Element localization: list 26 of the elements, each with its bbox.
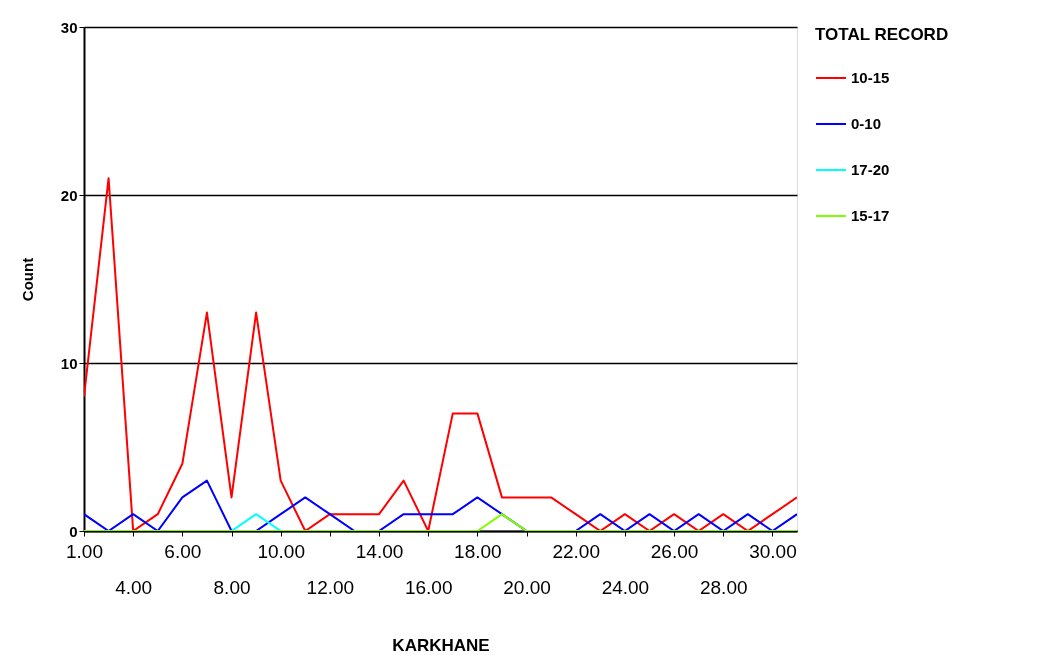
legend-label: 17-20 — [851, 161, 890, 178]
y-tick-label: 10 — [60, 354, 78, 372]
y-tick-label: 0 — [69, 522, 78, 540]
x-tick-label: 14.00 — [355, 540, 404, 562]
legend-title: TOTAL RECORD — [815, 25, 949, 44]
x-tick-label: 20.00 — [503, 576, 551, 598]
x-tick-label: 8.00 — [213, 576, 251, 598]
x-tick-label: 1.00 — [66, 540, 103, 562]
legend-label: 15-17 — [851, 207, 890, 224]
x-axis-title: KARKHANE — [392, 635, 490, 655]
legend-label: 10-15 — [851, 69, 890, 86]
legend-label: 0-10 — [851, 115, 882, 132]
y-tick-label: 30 — [60, 18, 78, 36]
x-tick-label: 26.00 — [650, 540, 699, 562]
x-tick-label: 6.00 — [164, 540, 202, 562]
x-tick-label: 24.00 — [601, 576, 650, 598]
x-tick-label: 18.00 — [454, 540, 502, 562]
x-tick-label: 30.00 — [749, 540, 797, 562]
x-tick-label: 12.00 — [306, 576, 355, 598]
x-tick-label: 16.00 — [404, 576, 453, 598]
x-tick-label: 22.00 — [552, 540, 600, 562]
x-tick-label: 28.00 — [699, 576, 748, 598]
x-tick-label: 4.00 — [115, 576, 153, 598]
x-tick-label: 10.00 — [257, 540, 305, 562]
y-axis-title: Count — [18, 257, 36, 302]
y-tick-label: 20 — [60, 186, 78, 204]
